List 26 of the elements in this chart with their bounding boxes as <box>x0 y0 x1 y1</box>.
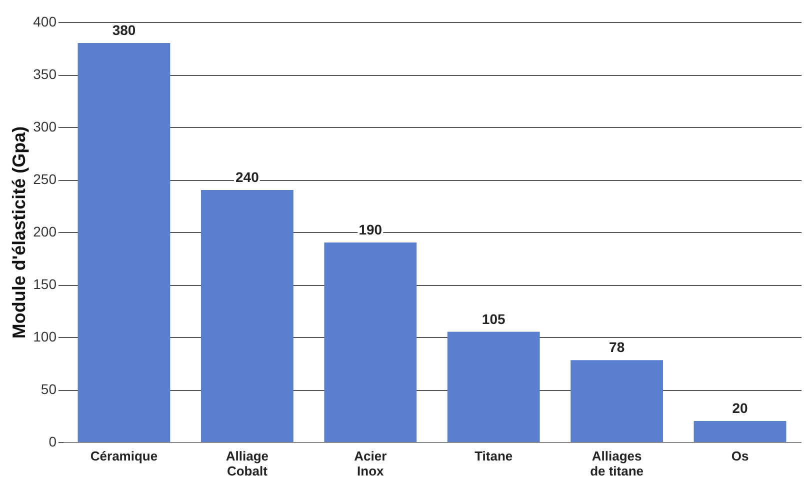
x-tick-label: Céramique <box>90 448 158 464</box>
y-tick-label: 150 <box>33 276 57 292</box>
y-tick-label: 50 <box>40 381 57 397</box>
bar <box>447 332 540 442</box>
bar <box>570 360 664 442</box>
x-tick-label: Acier Inox <box>354 448 387 478</box>
y-tick-label: 250 <box>33 171 57 187</box>
data-label: 105 <box>482 310 506 327</box>
x-tick-label: Alliages de titane <box>590 448 644 478</box>
x-tick-label: Titane <box>474 448 513 464</box>
bar <box>200 190 294 442</box>
y-tick-label: 100 <box>33 328 57 344</box>
data-label: 20 <box>732 400 748 416</box>
bar <box>694 421 786 442</box>
bar <box>324 242 417 442</box>
y-tick-label: 200 <box>33 224 57 240</box>
x-tick-label: Alliage Cobalt <box>226 448 269 478</box>
y-tick-label: 400 <box>33 14 57 30</box>
y-tick-label: 0 <box>48 434 57 450</box>
y-tick-label: 300 <box>33 118 57 134</box>
data-label: 380 <box>112 22 136 38</box>
y-tick-label: 350 <box>33 66 57 82</box>
data-label: 78 <box>609 339 625 356</box>
x-tick-label: Os <box>731 448 749 464</box>
bar <box>78 43 170 442</box>
y-axis-title: Module d'élasticité (Gpa) <box>9 126 30 339</box>
